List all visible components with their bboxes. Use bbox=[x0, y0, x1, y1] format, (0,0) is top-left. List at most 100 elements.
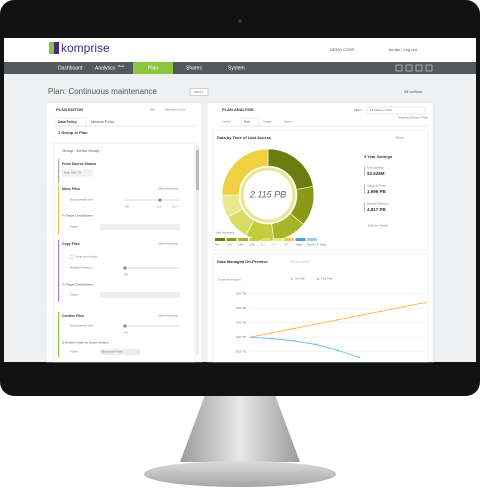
point bbox=[336, 349, 339, 352]
point bbox=[270, 331, 273, 334]
plot bbox=[250, 301, 426, 358]
link[interactable]: Edit bbox=[150, 108, 155, 112]
link[interactable]: Estimate vs Tool bbox=[165, 108, 186, 112]
filter-label: Filter: bbox=[354, 108, 362, 112]
savings-bar bbox=[364, 166, 365, 176]
tab[interactable]: Data Policy bbox=[58, 120, 77, 124]
legend-label: 1 Yr bbox=[261, 244, 266, 247]
input-box[interactable] bbox=[100, 224, 180, 230]
nav-item[interactable]: System bbox=[228, 65, 245, 71]
scrollbar bbox=[196, 145, 199, 355]
legend-swatch bbox=[307, 238, 317, 241]
note: Showing Shares in Plan bbox=[398, 116, 428, 120]
checkbox[interactable] bbox=[69, 255, 74, 259]
field-label: Modified between bbox=[70, 266, 92, 270]
stand-base bbox=[144, 461, 336, 487]
field-label: Off bbox=[124, 331, 128, 335]
section-title: From Source Shares bbox=[62, 162, 96, 166]
savings-title: 3 Year Savings bbox=[364, 154, 393, 159]
status-label: DRAFT bbox=[194, 90, 204, 94]
line bbox=[250, 336, 360, 358]
tab[interactable]: Network Policy bbox=[91, 120, 114, 124]
nav-item[interactable]: Shares bbox=[186, 65, 202, 71]
savings-value: 1.996 PB bbox=[367, 189, 387, 194]
point bbox=[380, 310, 383, 313]
actions-menu[interactable]: All actions bbox=[404, 89, 422, 94]
slider-knob[interactable] bbox=[123, 324, 127, 328]
chart-title: Data Managed On-Premise bbox=[217, 259, 268, 264]
field-label: Target bbox=[70, 293, 78, 297]
card-title: Data by Time of Last Access bbox=[217, 135, 272, 140]
legend-swatch bbox=[249, 238, 260, 241]
donut-center: 2.115 PB bbox=[249, 189, 286, 199]
legend-swatch bbox=[284, 238, 294, 241]
link[interactable]: Report bbox=[396, 136, 405, 140]
status-badge bbox=[189, 88, 209, 96]
link[interactable]: Show Advanced bbox=[158, 187, 179, 191]
field-label: 1 yr bbox=[157, 205, 162, 209]
filter-select[interactable] bbox=[366, 106, 426, 115]
y-tick-label: 2300 TB bbox=[235, 321, 246, 325]
stand-neck bbox=[180, 395, 300, 462]
section-bar bbox=[58, 312, 60, 357]
point bbox=[314, 323, 317, 326]
y-tick-label: 2100 TB bbox=[235, 349, 246, 353]
legend-label: No Plan bbox=[295, 277, 305, 281]
savings-bar bbox=[364, 184, 365, 194]
section-title: Confine Files bbox=[62, 314, 84, 318]
legend-swatch bbox=[261, 238, 271, 241]
nav-badge: Beta bbox=[118, 64, 125, 68]
slider-knob[interactable] bbox=[158, 198, 162, 202]
legend-swatch bbox=[238, 238, 248, 241]
section-bar bbox=[58, 159, 60, 183]
logo: komprise bbox=[61, 41, 110, 55]
input-box[interactable] bbox=[100, 292, 180, 298]
nav-item[interactable]: Dashboard bbox=[58, 65, 83, 71]
input-box[interactable] bbox=[100, 349, 140, 355]
legend-marker bbox=[317, 278, 319, 280]
tab[interactable]: Usage bbox=[263, 120, 272, 124]
field-label: Not accessed over bbox=[70, 198, 93, 202]
link[interactable]: Show Advanced bbox=[158, 242, 179, 246]
slider-knob[interactable] bbox=[123, 266, 127, 270]
tab[interactable]: Activity bbox=[222, 120, 231, 124]
field-label: 5 yr bbox=[172, 205, 177, 209]
point bbox=[270, 337, 273, 340]
camera bbox=[238, 19, 242, 23]
legend-label: 1 Mo bbox=[227, 244, 233, 247]
point bbox=[292, 339, 295, 342]
field-label: To Target Cloud/Shares bbox=[62, 283, 94, 287]
y-tick-label: 2200 TB bbox=[235, 335, 246, 339]
y-tick-label: 2400 TB bbox=[235, 306, 246, 310]
field-label: Folder bbox=[70, 350, 78, 354]
chart-subtitle: Manage Details bbox=[290, 260, 310, 264]
nav-item[interactable]: Analytics bbox=[95, 65, 116, 71]
donut-inner-ring bbox=[240, 167, 296, 223]
savings-label: Capacity Freed bbox=[367, 184, 386, 188]
legend-swatch bbox=[295, 238, 306, 241]
link[interactable]: Show Advanced bbox=[158, 314, 179, 318]
field-label: $komprise/Trash bbox=[102, 350, 123, 354]
user-menu[interactable]: Jordan | Log out bbox=[388, 47, 418, 52]
point bbox=[250, 336, 251, 339]
point bbox=[314, 343, 317, 346]
field-label: Target bbox=[70, 225, 78, 229]
tab[interactable]: Spans bbox=[284, 120, 293, 124]
nav-item[interactable]: Plan bbox=[148, 65, 158, 71]
point bbox=[358, 356, 361, 358]
nav-active bbox=[133, 62, 173, 74]
savings-value: 4.817 PB bbox=[367, 207, 387, 212]
legend-swatch bbox=[226, 238, 237, 241]
link[interactable]: Edit Cost Model bbox=[368, 224, 388, 228]
group-name: Group : Demo Group bbox=[62, 148, 100, 153]
field-label: Off bbox=[125, 205, 129, 209]
section-bar bbox=[58, 185, 60, 235]
tab[interactable]: Data bbox=[244, 120, 251, 124]
nav-bar bbox=[4, 62, 476, 74]
section-title: Move Files bbox=[62, 187, 80, 191]
legend-marker bbox=[291, 278, 293, 280]
point bbox=[292, 327, 295, 330]
scroll-thumb[interactable] bbox=[196, 150, 199, 190]
